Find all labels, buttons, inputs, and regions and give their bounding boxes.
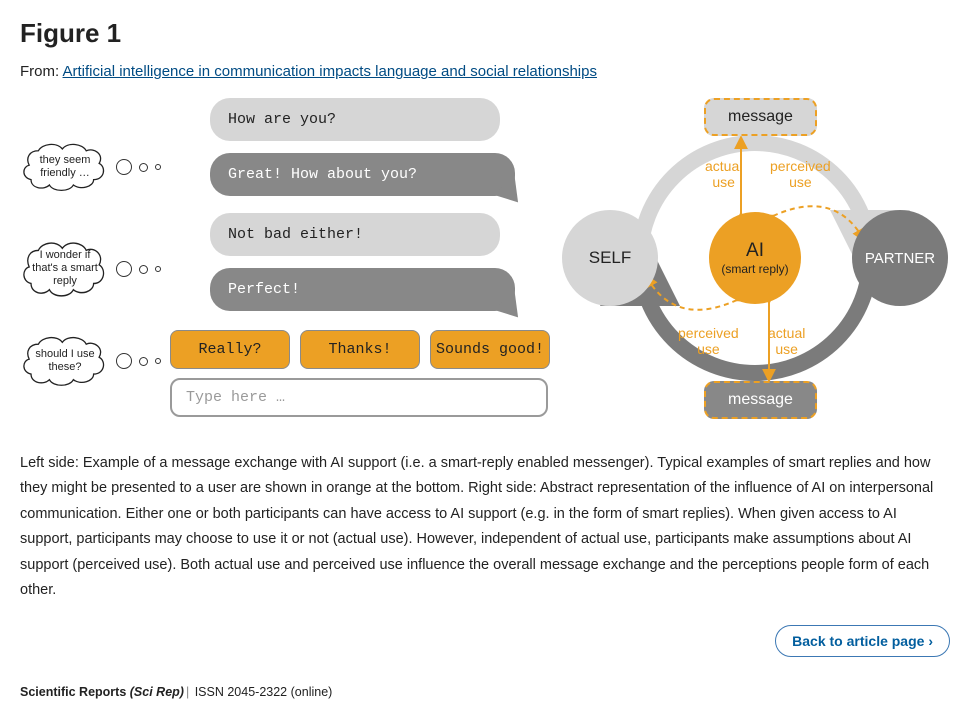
chat-bubble: Great! How about you? (210, 153, 515, 196)
thought-bubble: should I use these? (20, 333, 112, 389)
figure-caption: Left side: Example of a message exchange… (20, 451, 950, 603)
journal-name: Scientific Reports (20, 685, 126, 699)
back-to-article-button[interactable]: Back to article page › (775, 625, 950, 657)
chat-bubble: Perfect! (210, 268, 515, 311)
node-self: SELF (562, 210, 658, 306)
thought-trail (116, 353, 161, 369)
smart-reply-button[interactable]: Really? (170, 330, 290, 369)
journal-line: Scientific Reports (Sci Rep)| ISSN 2045-… (20, 685, 950, 699)
back-link-label: Back to article page (792, 633, 924, 649)
chat-mockup: they seem friendly … I wonder if that's … (20, 98, 530, 433)
communication-diagram: SELF PARTNER AI(smart reply) message message… (560, 98, 950, 433)
thought-trail (116, 261, 161, 277)
issn-value: 2045-2322 (227, 685, 287, 699)
journal-abbrev: (Sci Rep) (130, 685, 184, 699)
smart-reply-button[interactable]: Thanks! (300, 330, 420, 369)
diagram-label: perceiveduse (770, 158, 831, 190)
thought-bubble: they seem friendly … (20, 140, 112, 194)
smart-reply-row: Really? Thanks! Sounds good! (170, 330, 550, 369)
chat-bubble: How are you? (210, 98, 500, 141)
diagram-label: perceiveduse (678, 325, 739, 357)
figure-title: Figure 1 (20, 18, 950, 49)
chevron-right-icon: › (928, 633, 933, 649)
thought-trail (116, 159, 161, 175)
chat-bubble: Not bad either! (210, 213, 500, 256)
message-node: message (704, 98, 817, 136)
message-input[interactable]: Type here … (170, 378, 548, 417)
from-prefix: From: (20, 63, 63, 80)
smart-reply-button[interactable]: Sounds good! (430, 330, 550, 369)
node-partner: PARTNER (852, 210, 948, 306)
node-ai: AI(smart reply) (709, 212, 801, 304)
diagram-label: actualuse (705, 158, 742, 190)
issn-label: ISSN (195, 685, 224, 699)
source-article-link[interactable]: Artificial intelligence in communication… (63, 63, 597, 80)
issn-note: (online) (291, 685, 333, 699)
figure: they seem friendly … I wonder if that's … (20, 98, 950, 433)
from-line: From: Artificial intelligence in communi… (20, 63, 950, 80)
message-node: message (704, 381, 817, 419)
thought-bubble: I wonder if that's a smart reply (20, 238, 112, 300)
diagram-label: actualuse (768, 325, 805, 357)
